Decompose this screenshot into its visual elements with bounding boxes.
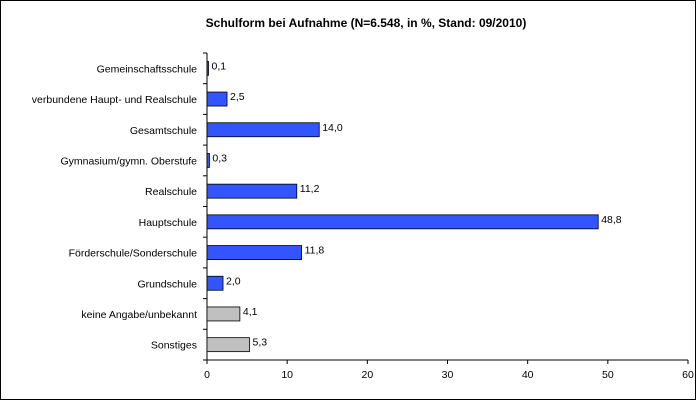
bar: [206, 183, 298, 199]
value-label: 48,8: [601, 214, 622, 226]
x-tick-label: 30: [442, 369, 454, 381]
category-label: Realschule: [145, 186, 197, 198]
value-label: 0,1: [212, 60, 227, 72]
category-label: Gemeinschaftsschule: [97, 63, 198, 75]
x-tick-label: 20: [361, 369, 373, 381]
value-label: 2,5: [230, 91, 245, 103]
value-label: 11,2: [300, 183, 320, 195]
bar: [206, 214, 599, 230]
value-label: 14,0: [322, 122, 343, 134]
chart-title: Schulform bei Aufnahme (N=6.548, in %, S…: [206, 16, 527, 30]
category-label: Sonstiges: [151, 340, 197, 352]
bar: [206, 337, 250, 353]
x-tick-label: 0: [204, 369, 210, 381]
value-label: 0,3: [212, 152, 227, 164]
plot-area: 0 10 20 30 40 50 60 Gemeinschaftsschule 0,1 verbu…: [32, 52, 694, 381]
category-label: Gymnasium/gymn. Oberstufe: [60, 155, 197, 167]
x-tick-label: 60: [682, 369, 694, 381]
category-label: Gesamtschule: [130, 125, 197, 137]
category-label: Grundschule: [137, 278, 197, 290]
category-label: Hauptschule: [139, 217, 198, 229]
bar: [206, 91, 228, 107]
bar: [206, 122, 320, 138]
x-tick-label: 50: [602, 369, 614, 381]
bar: [206, 306, 241, 322]
category-label: verbundene Haupt- und Realschule: [32, 94, 197, 106]
value-label: 11,8: [305, 245, 325, 257]
category-label: Förderschule/Sonderschule: [69, 248, 198, 260]
x-tick-label: 40: [522, 369, 534, 381]
bar: [206, 275, 224, 291]
value-label: 5,3: [252, 337, 267, 349]
bar: [206, 60, 209, 76]
x-tick-label: 10: [281, 369, 293, 381]
value-label: 2,0: [226, 275, 241, 287]
bar: [206, 245, 302, 260]
category-label: keine Angabe/unbekannt: [81, 309, 197, 321]
value-label: 4,1: [243, 306, 258, 318]
bar: [206, 153, 210, 168]
